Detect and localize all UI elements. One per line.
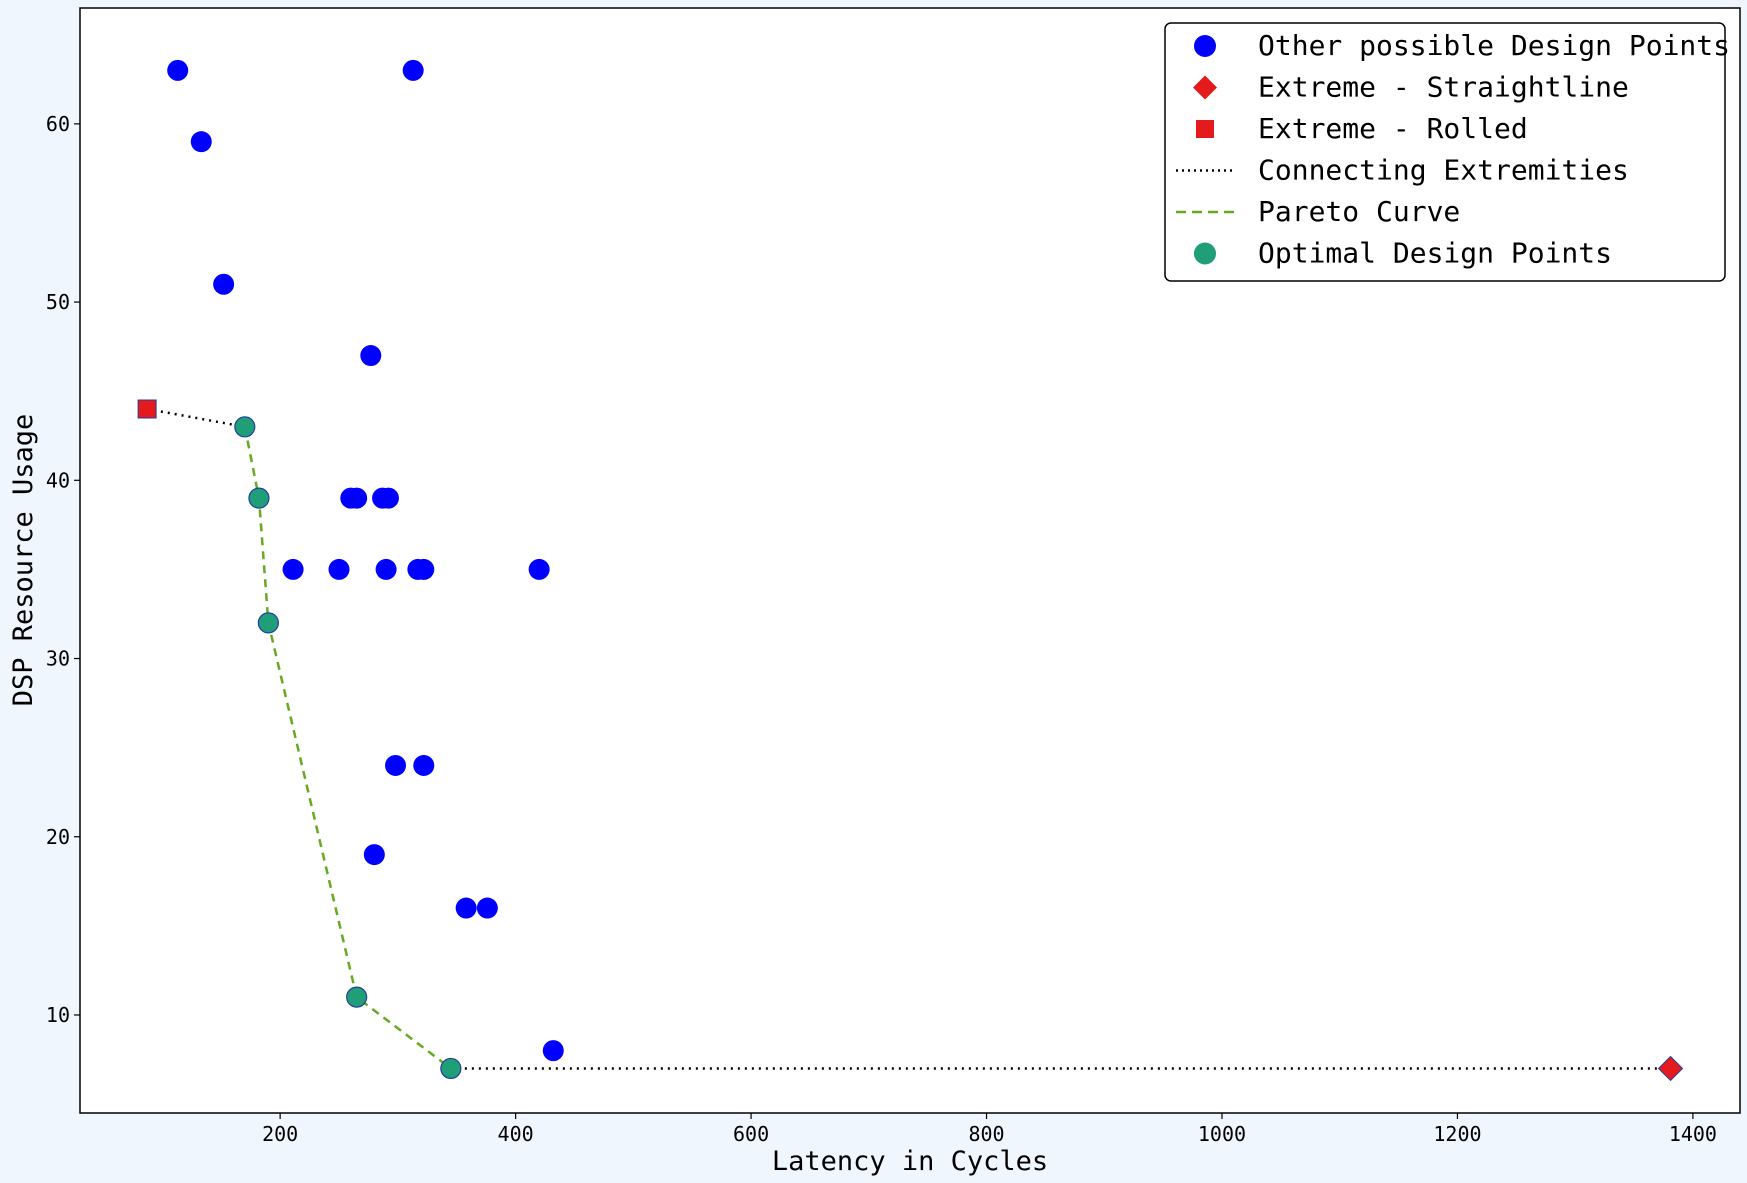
- y-tick-label: 50: [46, 290, 70, 314]
- x-tick-label: 600: [733, 1122, 769, 1146]
- design-point: [346, 487, 368, 509]
- optimal-design-point: [234, 416, 256, 438]
- optimal-design-point: [248, 487, 270, 509]
- design-point: [213, 273, 235, 295]
- design-point: [476, 897, 498, 919]
- y-axis: 10 20 30 40 50 60: [46, 112, 80, 1027]
- design-point: [377, 487, 399, 509]
- points-layer: [137, 59, 1684, 1082]
- x-axis: 200 400 600 800 1000 1200 1400: [262, 1113, 1717, 1146]
- x-tick-label: 1200: [1433, 1122, 1481, 1146]
- y-tick-label: 10: [46, 1003, 70, 1027]
- legend-marker-diamond: [1193, 75, 1217, 100]
- x-tick-label: 1400: [1669, 1122, 1717, 1146]
- design-point: [413, 558, 435, 580]
- design-point: [167, 59, 189, 81]
- extreme-rolled-point: [137, 399, 157, 419]
- optimal-design-point: [440, 1057, 462, 1080]
- design-point: [528, 558, 550, 580]
- design-point: [542, 1040, 564, 1062]
- y-tick-label: 30: [46, 647, 70, 671]
- design-point: [328, 558, 350, 580]
- optimal-design-point: [346, 986, 368, 1008]
- y-tick-label: 60: [46, 112, 70, 136]
- design-point: [402, 59, 424, 81]
- legend-label: Pareto Curve: [1258, 195, 1460, 228]
- legend-label: Extreme - Rolled: [1258, 112, 1528, 145]
- connecting-extremities-line: [146, 407, 246, 429]
- design-point: [455, 897, 477, 919]
- legend-label: Other possible Design Points: [1258, 29, 1730, 62]
- legend-label: Connecting Extremities: [1258, 154, 1629, 187]
- legend-label: Extreme - Straightline: [1258, 71, 1629, 104]
- design-point: [363, 844, 385, 866]
- design-point: [360, 345, 382, 367]
- design-point: [375, 558, 397, 580]
- legend: Other possible Design Points Extreme - St…: [1164, 22, 1730, 282]
- legend-marker-circle: [1194, 35, 1216, 57]
- optimal-design-point: [257, 612, 279, 634]
- design-point: [413, 754, 435, 776]
- design-point: [282, 558, 304, 580]
- legend-label: Optimal Design Points: [1258, 237, 1612, 270]
- legend-box: [1164, 22, 1726, 282]
- y-tick-label: 40: [46, 468, 70, 492]
- x-tick-label: 400: [498, 1122, 534, 1146]
- x-tick-label: 200: [262, 1122, 298, 1146]
- legend-marker-square: [1196, 120, 1214, 138]
- design-point: [385, 754, 407, 776]
- y-axis-label: DSP Resource Usage: [8, 414, 39, 707]
- x-axis-label: Latency in Cycles: [772, 1146, 1048, 1177]
- extreme-straightline-point: [1657, 1055, 1684, 1082]
- x-tick-label: 1000: [1198, 1122, 1246, 1146]
- x-tick-label: 800: [968, 1122, 1004, 1146]
- design-point: [190, 131, 212, 153]
- y-tick-label: 20: [46, 825, 70, 849]
- legend-marker-circle: [1194, 242, 1216, 265]
